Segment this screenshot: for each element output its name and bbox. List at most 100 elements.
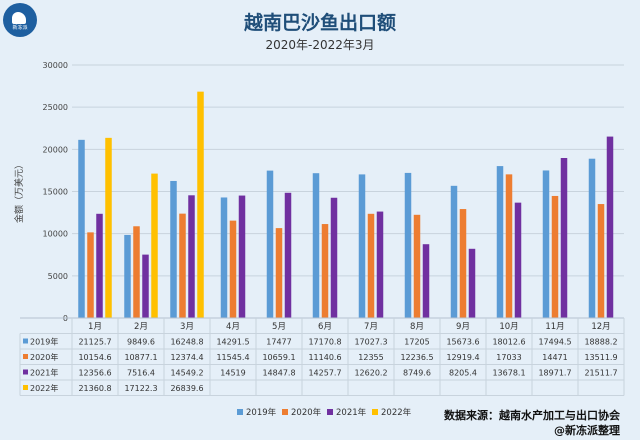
- legend-label: 2019年: [246, 407, 277, 418]
- bar: [105, 137, 112, 318]
- legend-label: 2021年: [336, 407, 367, 418]
- table-cell: 21125.7: [78, 338, 111, 347]
- bar: [87, 232, 94, 318]
- legend-swatch: [237, 409, 243, 415]
- bar: [358, 174, 366, 318]
- bar: [422, 244, 430, 318]
- bar: [284, 192, 292, 318]
- table-cell: 17122.3: [124, 384, 157, 393]
- bar: [220, 197, 228, 318]
- table-cell: 8749.6: [403, 369, 431, 378]
- bar: [229, 220, 237, 318]
- table-cell: 12374.4: [170, 353, 203, 362]
- table-cell: 14257.7: [308, 369, 341, 378]
- bar: [151, 173, 158, 318]
- table-cell: 10877.1: [124, 353, 157, 362]
- table-cell: 10659.1: [262, 353, 295, 362]
- logo: 新冻派: [3, 3, 37, 37]
- bar: [542, 170, 550, 318]
- bar: [514, 202, 522, 318]
- table-cell: 18012.6: [492, 338, 525, 347]
- bar: [330, 197, 338, 318]
- x-tick-label: 9月: [456, 322, 470, 332]
- table-cell: 18971.7: [538, 369, 571, 378]
- y-tick-label: 5000: [48, 272, 68, 281]
- bar: [142, 254, 149, 318]
- table-row-label: 2022年: [30, 383, 58, 393]
- bar: [321, 224, 329, 318]
- bar: [96, 213, 103, 318]
- bar: [404, 172, 412, 318]
- table-cell: 17033: [496, 353, 521, 362]
- table-cell: 17170.8: [308, 338, 341, 347]
- table-cell: 14471: [542, 353, 567, 362]
- bar: [450, 185, 458, 318]
- table-cell: 14549.2: [170, 369, 203, 378]
- bar: [413, 214, 421, 318]
- legend-key: [23, 354, 28, 359]
- legend-swatch: [282, 409, 288, 415]
- bar: [197, 91, 204, 318]
- table-cell: 12620.2: [354, 369, 387, 378]
- table-cell: 11140.6: [308, 353, 341, 362]
- table-cell: 14291.5: [216, 338, 249, 347]
- bar: [560, 158, 568, 318]
- x-tick-label: 11月: [545, 322, 564, 332]
- table-cell: 9849.6: [127, 338, 155, 347]
- x-tick-label: 3月: [180, 322, 194, 332]
- table-cell: 12919.4: [446, 353, 479, 362]
- table-cell: 21511.7: [584, 369, 617, 378]
- table-cell: 14519: [220, 369, 245, 378]
- bar: [376, 211, 384, 318]
- table-row-label: 2020年: [30, 352, 58, 362]
- table-cell: 8205.4: [449, 369, 477, 378]
- table-cell: 14847.8: [262, 369, 295, 378]
- legend-swatch: [372, 409, 378, 415]
- bar: [588, 158, 596, 318]
- table-cell: 26839.6: [170, 384, 203, 393]
- bar: [468, 248, 476, 318]
- x-tick-label: 2月: [134, 322, 148, 332]
- legend-label: 2022年: [381, 407, 412, 418]
- x-tick-label: 1月: [88, 322, 102, 332]
- bar: [266, 170, 274, 318]
- bar: [551, 195, 559, 318]
- bar: [496, 166, 504, 318]
- table-cell: 15673.6: [446, 338, 479, 347]
- bar: [188, 195, 195, 318]
- table-cell: 12236.5: [400, 353, 433, 362]
- x-tick-label: 4月: [226, 322, 240, 332]
- bar: [170, 180, 177, 318]
- y-tick-label: 30000: [43, 61, 68, 70]
- bar: [179, 213, 186, 318]
- table-cell: 17027.3: [354, 338, 387, 347]
- table-cell: 17205: [404, 338, 429, 347]
- y-tick-label: 10000: [43, 230, 68, 239]
- table-cell: 11545.4: [216, 353, 249, 362]
- table-cell: 21360.8: [78, 384, 111, 393]
- table-cell: 16248.8: [170, 338, 203, 347]
- bar: [275, 228, 283, 318]
- table-cell: 10154.6: [78, 353, 111, 362]
- table-row-label: 2019年: [30, 337, 58, 347]
- bar: [505, 174, 513, 318]
- table-cell: 7516.4: [127, 369, 155, 378]
- table-cell: 13678.1: [492, 369, 525, 378]
- y-tick-label: 25000: [43, 103, 68, 112]
- x-tick-label: 5月: [272, 322, 286, 332]
- x-tick-label: 6月: [318, 322, 332, 332]
- table-cell: 12355: [358, 353, 383, 362]
- x-tick-label: 10月: [499, 322, 518, 332]
- table-row-label: 2021年: [30, 368, 58, 378]
- bar: [597, 204, 605, 318]
- source-note: 数据来源：越南水产加工与出口协会 @新冻派整理: [444, 408, 620, 438]
- bar: [133, 226, 140, 318]
- table-cell: 17477: [266, 338, 291, 347]
- bar: [312, 173, 320, 318]
- table-cell: 18888.2: [584, 338, 617, 347]
- source-credit: @新冻派整理: [554, 424, 620, 437]
- x-tick-label: 7月: [364, 322, 378, 332]
- table-cell: 12356.6: [78, 369, 111, 378]
